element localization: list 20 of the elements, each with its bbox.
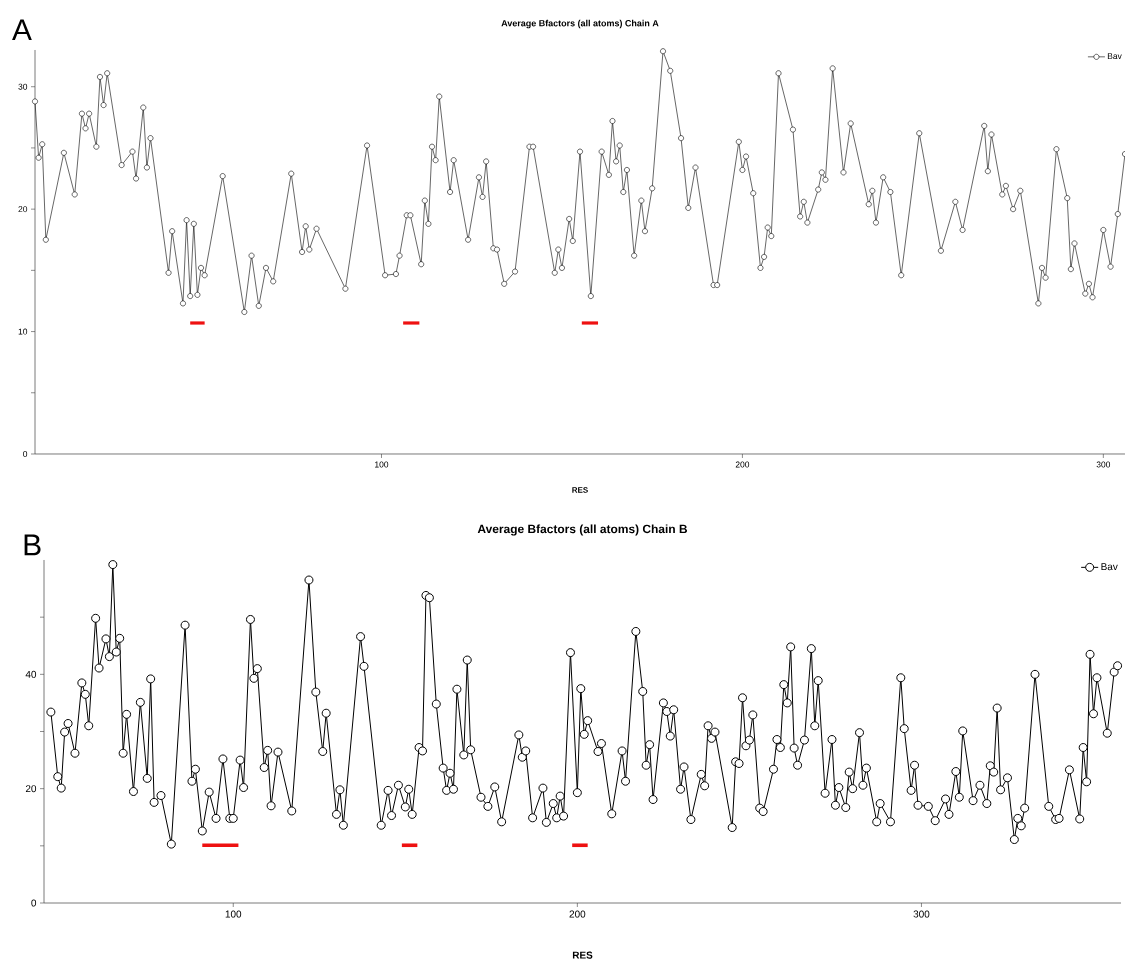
x-tick-label: 200	[735, 461, 750, 468]
x-tick-label: 300	[1096, 461, 1111, 468]
y-tick-label: 0	[23, 451, 28, 457]
y-tick-label: 30	[18, 83, 28, 90]
x-tick-label: 300	[913, 910, 930, 918]
y-tick-label: 0	[31, 899, 37, 907]
legend-label: Bav	[1101, 563, 1118, 571]
x-tick-label: 100	[225, 910, 242, 918]
x-tick-label: 200	[569, 910, 586, 918]
y-tick-label: 40	[25, 670, 37, 678]
x-axis-title: RES	[572, 951, 593, 959]
chart-title: Average Bfactors (all atoms) Chain B	[477, 524, 688, 536]
y-tick-label: 10	[18, 328, 28, 335]
legend-label: Bav	[1107, 53, 1122, 60]
text: B	[24, 534, 41, 556]
x-tick-label: 100	[375, 461, 389, 468]
text: A	[12, 19, 32, 41]
y-tick-label: 20	[25, 785, 37, 793]
chart-title: Average Bfactors (all atoms) Chain A	[501, 19, 659, 29]
y-tick-label: 20	[18, 206, 28, 213]
